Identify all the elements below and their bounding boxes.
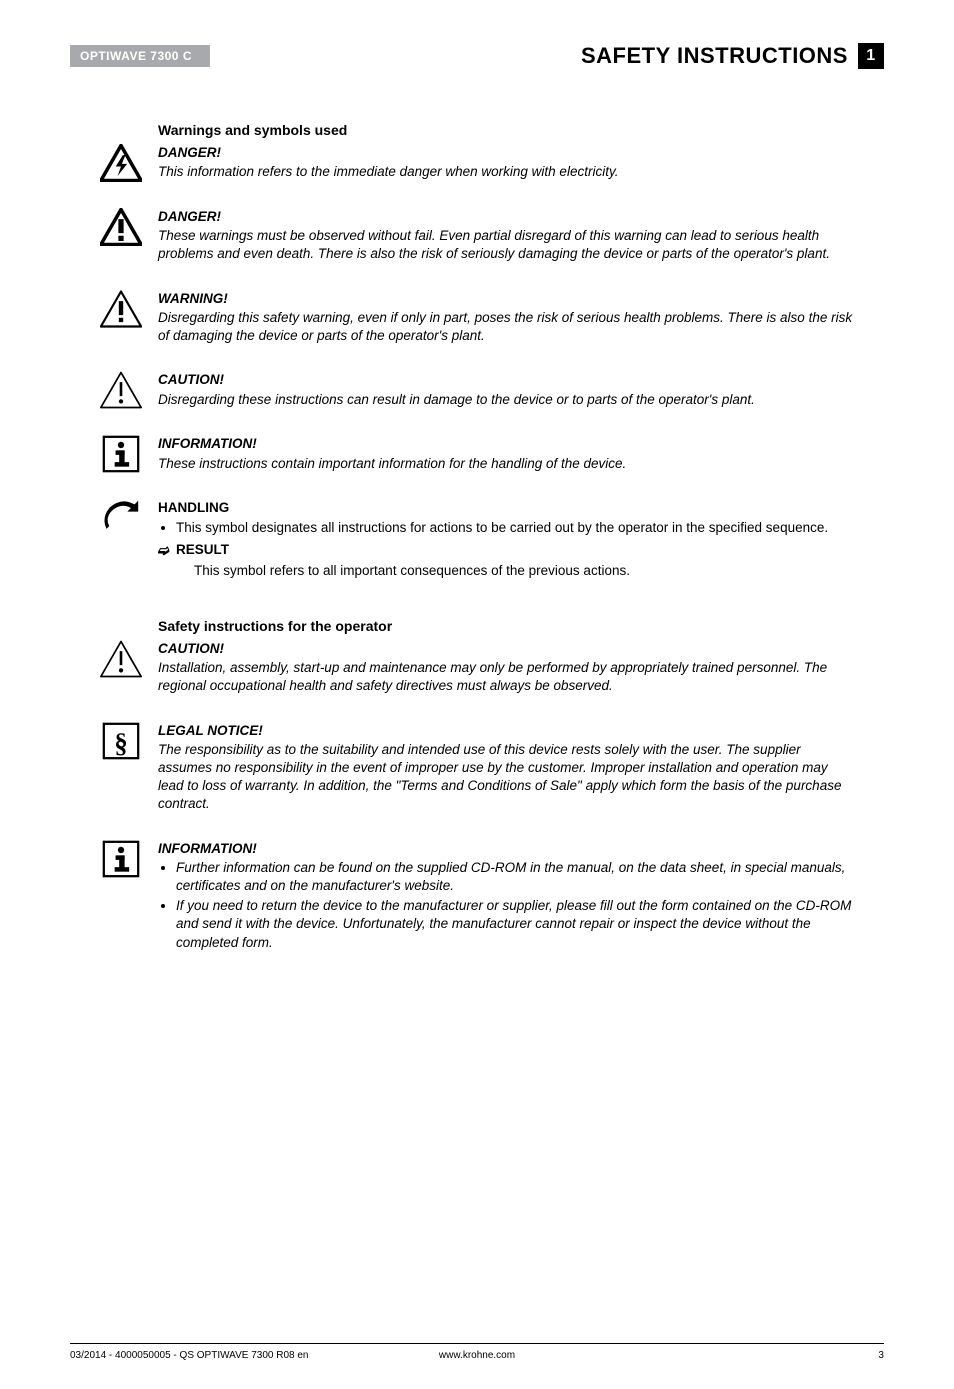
svg-text:§: § [114,727,128,757]
block-warning: WARNING! Disregarding this safety warnin… [100,290,854,346]
block-caution2: CAUTION! Installation, assembly, start-u… [100,640,854,696]
caution-title: CAUTION! [158,371,854,389]
footer-right: 3 [613,1350,884,1361]
info2-bullet-2: If you need to return the device to the … [176,897,854,952]
legal-title: LEGAL NOTICE! [158,722,854,740]
result-arrow-icon: ➫ [158,541,176,560]
warning-icon [100,290,142,328]
danger-icon [100,208,142,246]
handling-bullet: This symbol designates all instructions … [176,519,854,537]
info-title: INFORMATION! [158,435,854,453]
warning-title: WARNING! [158,290,854,308]
danger-elec-title: DANGER! [158,144,854,162]
danger-elec-body: This information refers to the immediate… [158,163,854,181]
info2-title: INFORMATION! [158,840,854,858]
footer-left: 03/2014 - 4000050005 - QS OPTIWAVE 7300 … [70,1350,341,1361]
section-title: SAFETY INSTRUCTIONS 1 [581,43,884,69]
result-body: This symbol refers to all important cons… [194,562,854,580]
handling-icon [100,499,142,537]
result-label: RESULT [176,541,229,559]
section-number: 1 [858,43,884,69]
block-danger-elec: DANGER! This information refers to the i… [100,144,854,182]
caution2-body: Installation, assembly, start-up and mai… [158,659,854,695]
block-handling: HANDLING This symbol designates all inst… [100,499,854,580]
info2-icon [100,840,142,878]
legal-body: The responsibility as to the suitability… [158,741,854,814]
info-body: These instructions contain important inf… [158,455,854,473]
header-bar: OPTIWAVE 7300 C SAFETY INSTRUCTIONS 1 [70,38,884,74]
caution-body: Disregarding these instructions can resu… [158,391,854,409]
block-information: INFORMATION! These instructions contain … [100,435,854,473]
caution2-icon [100,640,142,678]
caution2-title: CAUTION! [158,640,854,658]
subhead-warnings: Warnings and symbols used [158,122,854,138]
handling-title: HANDLING [158,499,854,517]
caution-icon [100,371,142,409]
danger-elec-icon [100,144,142,182]
warning-body: Disregarding this safety warning, even i… [158,309,854,345]
block-danger: DANGER! These warnings must be observed … [100,208,854,264]
legal-icon: § [100,722,142,760]
danger-title: DANGER! [158,208,854,226]
block-info2: INFORMATION! Further information can be … [100,840,854,954]
block-caution: CAUTION! Disregarding these instructions… [100,371,854,409]
footer-center: www.krohne.com [341,1350,612,1361]
model-strip: OPTIWAVE 7300 C [70,45,210,67]
info-icon [100,435,142,473]
info2-bullet-1: Further information can be found on the … [176,859,854,895]
danger-body: These warnings must be observed without … [158,227,854,263]
section-title-text: SAFETY INSTRUCTIONS [581,43,848,69]
footer: 03/2014 - 4000050005 - QS OPTIWAVE 7300 … [70,1343,884,1361]
block-legal: § LEGAL NOTICE! The responsibility as to… [100,722,854,814]
subhead-safety-operator: Safety instructions for the operator [158,618,854,634]
